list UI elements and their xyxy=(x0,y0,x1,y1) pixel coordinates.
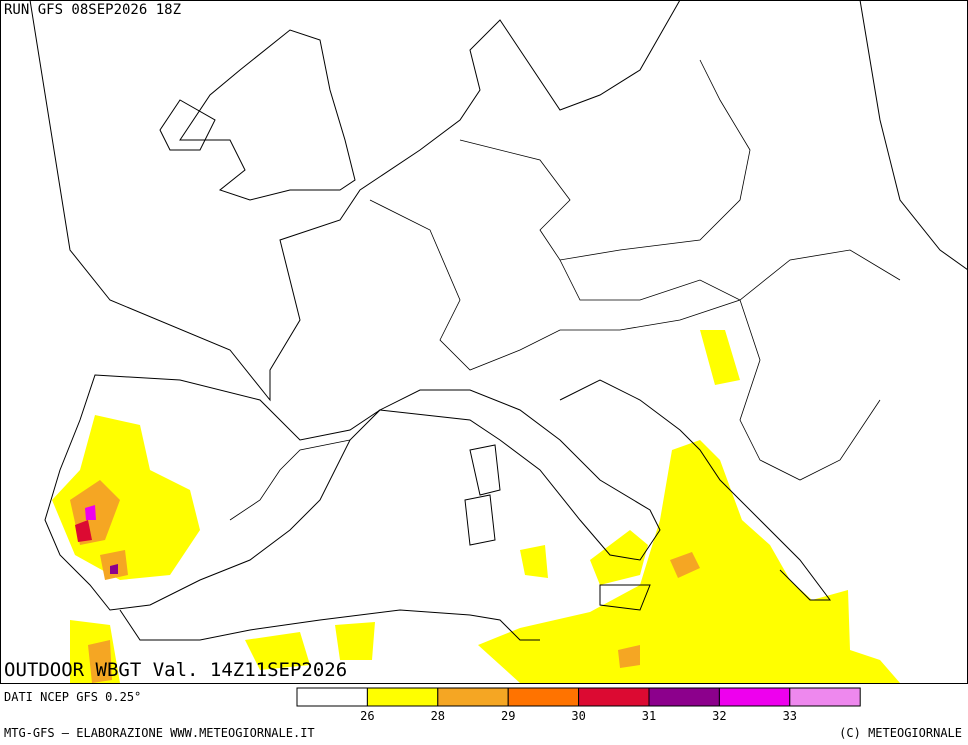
run-label: RUN GFS 08SEP2026 18Z xyxy=(4,2,181,18)
legend-swatch xyxy=(437,687,509,707)
color-legend: 26 28 29 30 31 32 33 xyxy=(296,687,861,723)
legend-tick-label: 28 xyxy=(431,709,445,723)
coastlines xyxy=(29,0,968,641)
legend-tick-label: 31 xyxy=(642,709,656,723)
legend-swatch xyxy=(718,687,791,707)
copyright-label: (C) METEOGIORNALE xyxy=(839,726,962,740)
legend-tick-label: 32 xyxy=(712,709,726,723)
legend-swatch xyxy=(648,687,720,707)
credit-label: MTG-GFS — ELABORAZIONE WWW.METEOGIORNALE… xyxy=(4,726,315,740)
borders xyxy=(229,59,901,521)
legend-swatch xyxy=(296,687,368,707)
wbgt-field xyxy=(52,330,900,683)
legend-swatch xyxy=(507,687,580,707)
source-label: DATI NCEP GFS 0.25° xyxy=(4,690,141,704)
legend-swatch xyxy=(578,687,650,707)
legend-swatch xyxy=(789,687,861,707)
legend-swatch xyxy=(366,687,439,707)
legend-tick-label: 29 xyxy=(501,709,515,723)
map-title: OUTDOOR WBGT Val. 14Z11SEP2026 xyxy=(4,659,347,681)
legend-tick-label: 26 xyxy=(360,709,374,723)
legend-tick-label: 33 xyxy=(783,709,797,723)
legend-tick-label: 30 xyxy=(571,709,585,723)
